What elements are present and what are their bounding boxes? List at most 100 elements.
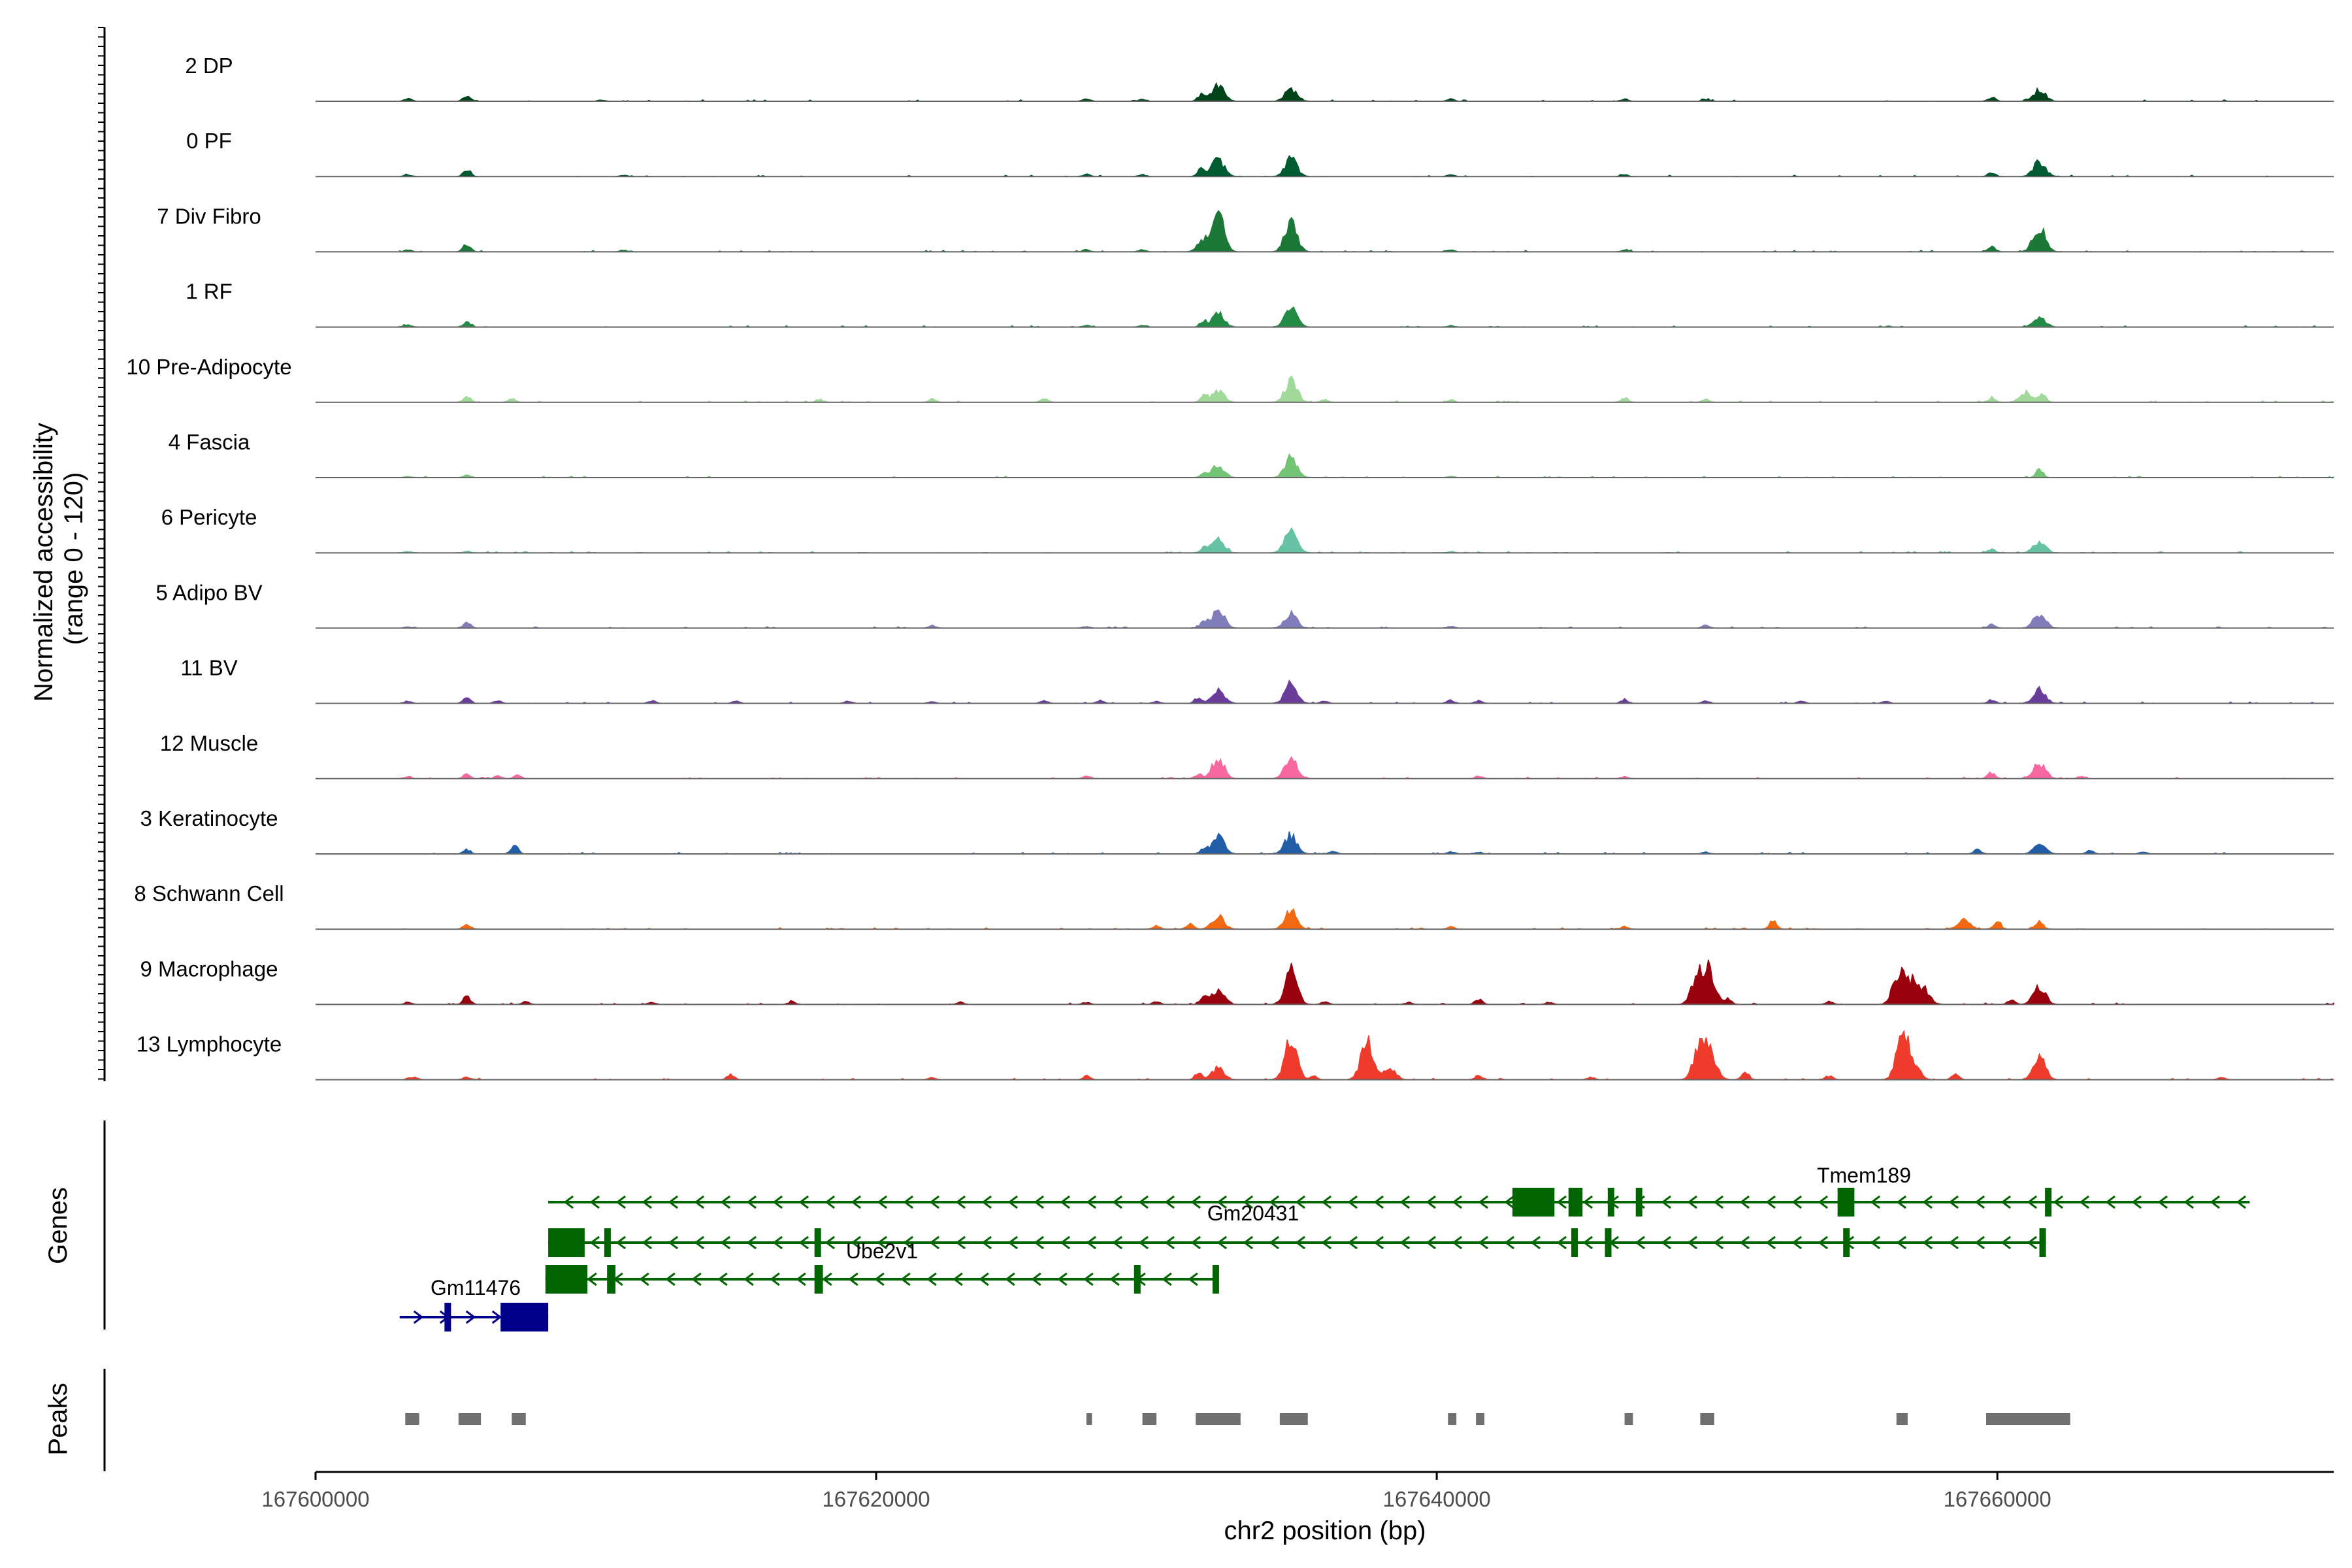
strand-arrow: [743, 1272, 754, 1286]
strand-arrow: [953, 1272, 963, 1286]
strand-arrow: [1057, 1272, 1068, 1286]
strand-arrow: [796, 1272, 806, 1286]
strand-arrow: [587, 1272, 597, 1286]
strand-arrow: [825, 1195, 835, 1209]
gene-gm11476: Gm11476: [399, 1276, 549, 1331]
coverage-y-ticks: [98, 27, 105, 1080]
peak-region: [405, 1413, 419, 1425]
exon: [2045, 1188, 2052, 1217]
track-9: 12 Muscle: [160, 731, 2334, 779]
strand-arrow: [1373, 1195, 1384, 1209]
strand-arrow: [1974, 1195, 1985, 1209]
strand-arrow: [1426, 1235, 1436, 1250]
strand-arrow: [1739, 1195, 1750, 1209]
strand-arrow: [1399, 1235, 1410, 1250]
strand-arrow: [848, 1272, 858, 1286]
gene-gm20431: Gm20431: [548, 1188, 2250, 1225]
peaks-panel: Peaks: [44, 1369, 2070, 1471]
strand-arrow: [1060, 1195, 1070, 1209]
strand-arrow: [694, 1195, 704, 1209]
track-label: 12 Muscle: [160, 731, 258, 755]
x-tick-label: 167640000: [1383, 1487, 1491, 1511]
exon: [1605, 1228, 1612, 1257]
strand-arrow: [874, 1272, 885, 1286]
exon: [1837, 1188, 1855, 1217]
strand-arrow: [1504, 1235, 1514, 1250]
strand-arrow: [822, 1272, 832, 1286]
track-7: 5 Adipo BV: [155, 580, 2334, 629]
strand-arrow: [2001, 1235, 2011, 1250]
peak-region: [1896, 1413, 1908, 1425]
exon: [2039, 1228, 2046, 1257]
exon: [1635, 1188, 1642, 1217]
peak-region: [1142, 1413, 1157, 1425]
coverage-y-axis: [98, 27, 106, 1081]
strand-arrow: [1687, 1195, 1697, 1209]
track-2: 7 Div Fibro: [157, 204, 2334, 253]
peak-region: [512, 1413, 526, 1425]
strand-arrow: [2236, 1195, 2246, 1209]
strand-arrow: [1347, 1195, 1358, 1209]
x-tick-label: 167660000: [1944, 1487, 2051, 1511]
strand-arrow: [1269, 1195, 1279, 1209]
strand-arrow: [1321, 1195, 1331, 1209]
strand-arrow: [2053, 1195, 2063, 1209]
exon: [1134, 1265, 1141, 1294]
strand-arrow: [1818, 1195, 1828, 1209]
strand-arrow: [1818, 1235, 1828, 1250]
y-axis-title-line-1: Normalized accessibility: [29, 423, 58, 702]
strand-arrow: [1556, 1195, 1567, 1209]
peak-region: [1196, 1413, 1241, 1425]
track-13: 13 Lymphocyte: [137, 1030, 2334, 1081]
strand-arrow: [1164, 1195, 1175, 1209]
strand-arrow: [1739, 1235, 1750, 1250]
exon: [500, 1303, 549, 1331]
strand-arrow: [1347, 1235, 1358, 1250]
strand-arrow: [589, 1235, 600, 1250]
exon: [1571, 1228, 1578, 1257]
strand-arrow: [1635, 1235, 1645, 1250]
strand-arrow: [979, 1272, 989, 1286]
strand-arrow: [491, 1310, 502, 1324]
strand-arrow: [1034, 1235, 1044, 1250]
strand-arrow: [1713, 1235, 1723, 1250]
y-axis-title: Normalized accessibility (range 0 - 120): [29, 416, 88, 702]
strand-arrow: [1109, 1272, 1120, 1286]
track-label: 9 Macrophage: [140, 956, 278, 981]
strand-arrow: [1243, 1235, 1253, 1250]
strand-arrow: [1582, 1195, 1593, 1209]
strand-arrow: [903, 1235, 913, 1250]
strand-arrow: [1896, 1235, 1906, 1250]
strand-arrow: [2183, 1195, 2194, 1209]
strand-arrow: [746, 1235, 757, 1250]
strand-arrow: [1922, 1235, 1933, 1250]
peak-region: [458, 1413, 482, 1425]
strand-arrow: [691, 1272, 702, 1286]
strand-arrow: [694, 1235, 704, 1250]
strand-arrow: [1661, 1235, 1671, 1250]
strand-arrow: [798, 1235, 809, 1250]
strand-arrow: [1031, 1272, 1041, 1286]
strand-arrow: [563, 1195, 574, 1209]
strand-arrow: [1870, 1195, 1880, 1209]
strand-arrow: [1452, 1235, 1462, 1250]
strand-arrow: [955, 1195, 966, 1209]
strand-arrow: [2001, 1195, 2011, 1209]
strand-arrow: [1922, 1195, 1933, 1209]
strand-arrow: [900, 1272, 911, 1286]
track-label: 11 BV: [180, 656, 237, 680]
strand-arrow: [1556, 1235, 1567, 1250]
strand-arrow: [1112, 1235, 1122, 1250]
x-axis-title: chr2 position (bp): [1224, 1516, 1426, 1545]
peak-region: [1476, 1413, 1485, 1425]
strand-arrow: [1007, 1195, 1018, 1209]
track-0: 2 DP: [185, 54, 2334, 102]
strand-arrow: [1399, 1195, 1410, 1209]
gene-models: Gm20431 Tmem189 Ube2v1 Gm11476: [399, 1164, 2250, 1331]
strand-arrow: [2079, 1195, 2089, 1209]
strand-arrow: [1083, 1272, 1094, 1286]
track-label: 0 PF: [186, 129, 232, 153]
strand-arrow: [1060, 1235, 1070, 1250]
strand-arrow: [668, 1195, 678, 1209]
